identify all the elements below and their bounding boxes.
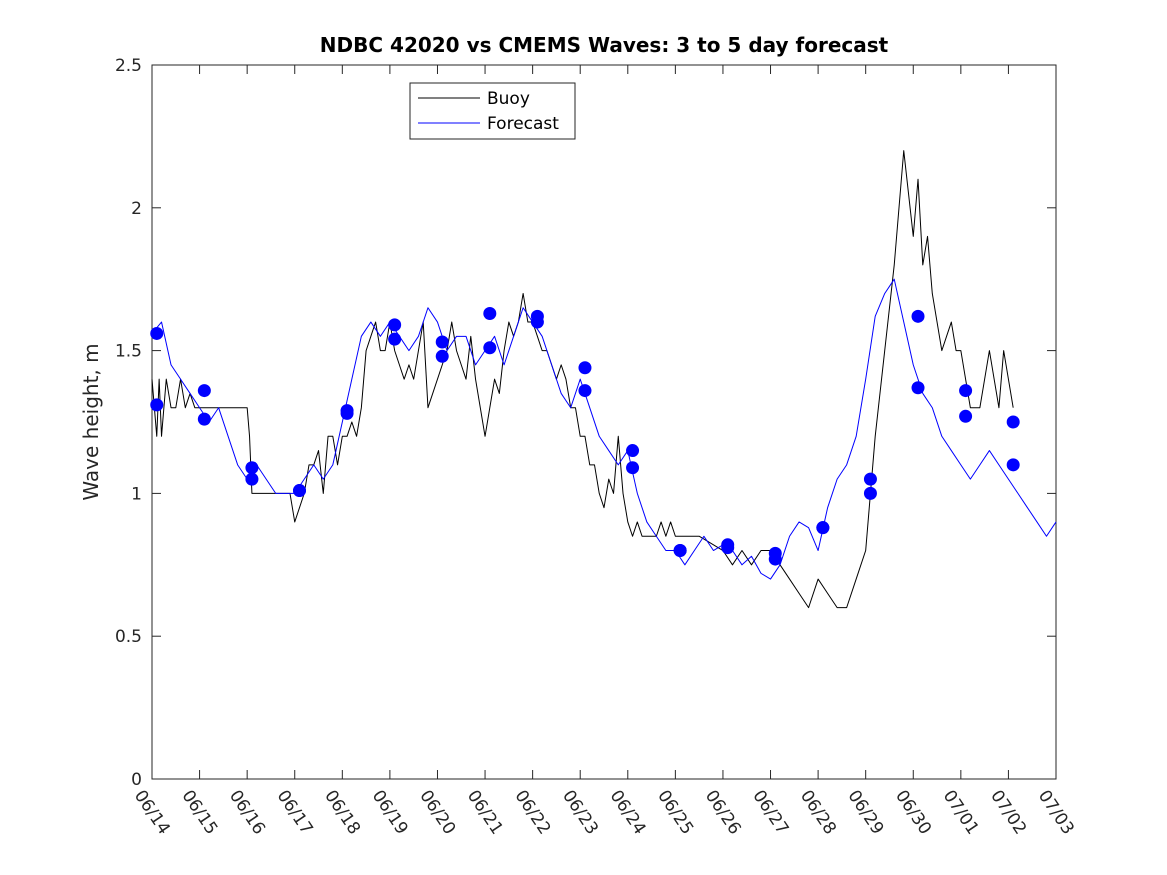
forecast-marker <box>388 318 402 332</box>
legend: Buoy Forecast <box>409 82 576 140</box>
y-tick-label: 2 <box>131 199 142 219</box>
forecast-marker <box>911 309 925 323</box>
forecast-marker <box>388 332 402 346</box>
forecast-marker <box>340 406 354 420</box>
forecast-marker <box>959 384 973 398</box>
forecast-marker <box>578 361 592 375</box>
forecast-marker <box>150 398 164 412</box>
forecast-marker <box>863 486 877 500</box>
chart-title: NDBC 42020 vs CMEMS Waves: 3 to 5 day fo… <box>320 33 889 57</box>
series-line-buoy <box>151 150 1014 609</box>
forecast-marker <box>816 521 830 535</box>
forecast-marker <box>197 384 211 398</box>
forecast-marker <box>1006 458 1020 472</box>
series-line-forecast <box>151 278 1057 580</box>
forecast-marker <box>721 541 735 555</box>
forecast-marker <box>530 315 544 329</box>
forecast-marker <box>245 461 259 475</box>
forecast-marker <box>673 544 687 558</box>
plot-area <box>151 64 1057 780</box>
marker-layer <box>150 306 1020 566</box>
forecast-marker <box>483 306 497 320</box>
legend-label-forecast: Forecast <box>487 114 559 134</box>
forecast-marker <box>245 472 259 486</box>
forecast-marker <box>435 335 449 349</box>
y-tick-label: 1.5 <box>115 342 142 362</box>
y-tick-label: 1 <box>131 484 142 504</box>
forecast-marker <box>483 341 497 355</box>
forecast-marker <box>863 472 877 486</box>
y-tick-label: 0.5 <box>115 627 142 647</box>
y-tick-label: 0 <box>131 770 142 790</box>
y-axis-label: Wave height, m <box>79 343 103 500</box>
legend-label-buoy: Buoy <box>487 89 530 109</box>
forecast-marker <box>150 326 164 340</box>
forecast-marker <box>435 349 449 363</box>
forecast-marker <box>292 484 306 498</box>
forecast-marker <box>1006 415 1020 429</box>
forecast-marker <box>959 409 973 423</box>
forecast-marker <box>768 552 782 566</box>
forecast-marker <box>197 412 211 426</box>
forecast-marker <box>626 444 640 458</box>
forecast-marker <box>911 381 925 395</box>
y-tick-label: 2.5 <box>115 56 142 76</box>
series-layer <box>151 150 1057 609</box>
forecast-marker <box>578 384 592 398</box>
forecast-marker <box>626 461 640 475</box>
